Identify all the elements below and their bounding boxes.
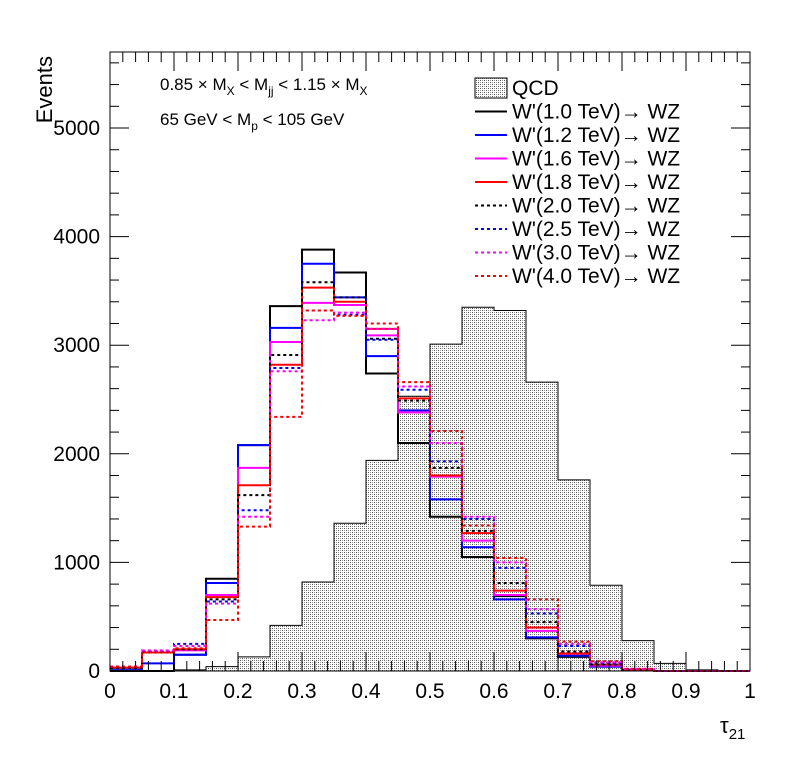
y-tick-label: 4000 [53, 226, 100, 249]
x-tick-label: 0.4 [351, 680, 381, 703]
legend-label-3: W'(1.8 TeV)→ WZ [512, 171, 680, 194]
series-line-4 [110, 281, 750, 672]
y-tick-label: 5000 [53, 117, 100, 140]
legend-qcd-label: QCD [512, 77, 559, 100]
legend-label-5: W'(2.5 TeV)→ WZ [512, 218, 680, 241]
series-line-1 [110, 262, 750, 672]
x-tick-label: 0.5 [415, 680, 444, 703]
annotations-layer: 0.85 × MX < Mjj < 1.15 × MX 65 GeV < Mp <… [160, 75, 368, 133]
legend-label-4: W'(2.0 TeV)→ WZ [512, 195, 680, 218]
x-tick-label: 0.9 [671, 680, 700, 703]
x-tick-label: 0.6 [479, 680, 508, 703]
y-tick-label: 2000 [53, 443, 100, 466]
series-line-5 [110, 309, 750, 672]
x-tick-label: 0 [104, 680, 116, 703]
y-axis-title: Events [32, 56, 57, 123]
x-tick-label: 0.8 [607, 680, 636, 703]
x-tick-label: 0.2 [223, 680, 252, 703]
x-tick-label: 0.3 [287, 680, 316, 703]
legend-label-1: W'(1.2 TeV)→ WZ [512, 124, 680, 147]
series-line-2 [110, 301, 750, 672]
x-tick-label: 1 [744, 680, 756, 703]
cut-annotation-1: 65 GeV < Mp < 105 GeV [160, 110, 345, 133]
series-line-7 [110, 309, 750, 672]
y-tick-label: 0 [88, 660, 100, 683]
legend-label-0: W'(1.0 TeV)→ WZ [512, 101, 680, 124]
x-tick-label: 0.1 [159, 680, 188, 703]
cut-annotation-0: 0.85 × MX < Mjj < 1.15 × MX [160, 75, 368, 98]
y-tick-label: 1000 [53, 551, 100, 574]
series-line-6 [110, 311, 750, 672]
legend-label-7: W'(4.0 TeV)→ WZ [512, 265, 680, 288]
legend-qcd-swatch [474, 77, 508, 99]
axes-layer: 0 1000 2000 3000 4000 5000 0 0.1 0.2 0.3 0.4 0.5 0.6… [32, 51, 756, 743]
x-tick-label: 0.7 [543, 680, 572, 703]
x-axis-title: τ21 [720, 713, 745, 743]
legend-label-2: W'(1.6 TeV)→ WZ [512, 148, 680, 171]
legend-label-6: W'(3.0 TeV)→ WZ [512, 242, 680, 265]
y-tick-label: 3000 [53, 334, 100, 357]
